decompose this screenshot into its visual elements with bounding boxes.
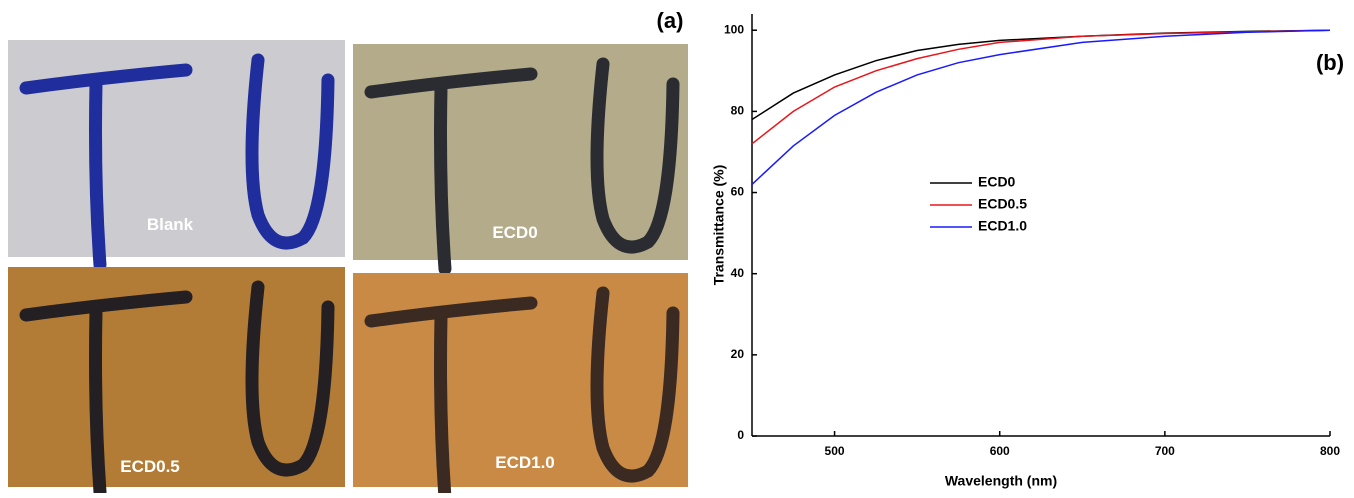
x-tick-label: 700 [1155,444,1175,458]
photo-caption: Blank [147,215,194,234]
y-tick-label: 40 [731,266,745,280]
y-tick-label: 100 [724,22,744,36]
plot: 0 20 40 60 80 100 500 600 700 800 Wavelength (nm) T… [711,14,1341,489]
series-line [752,30,1330,184]
series-line [752,30,1330,119]
legend-label: ECD0.5 [978,196,1027,212]
legend-label: ECD0 [978,174,1016,190]
y-tick-label: 80 [731,104,745,118]
x-tick-label: 800 [1320,444,1340,458]
photo-blank: Blank [8,40,345,265]
y-tick-label: 60 [731,185,745,199]
figure: Blank ECD0 ECD0.5 ECD1.0 (a) (b) 0 20 40 60… [0,0,1354,493]
page: {"photo_panel": {"label": "(a)", "captio… [0,0,1354,493]
photo-caption: ECD0 [492,223,537,242]
y-tick-label: 20 [731,347,745,361]
y-tick-label: 0 [737,428,744,442]
panel-label: (a) [657,8,684,33]
x-tick-label: 600 [990,444,1010,458]
legend-label: ECD1.0 [978,218,1027,234]
series-line [752,30,1330,144]
photo-ecd0: ECD0 [353,44,688,269]
y-axis-label: Transmittance (%) [711,165,727,286]
x-tick-label: 500 [825,444,845,458]
panel-label: (b) [1316,50,1344,75]
x-axis-label: Wavelength (nm) [945,473,1057,489]
photo-ecd10: ECD1.0 [353,273,688,493]
photo-ecd05: ECD0.5 [8,267,345,492]
photo-caption: ECD0.5 [120,457,180,476]
photo-caption: ECD1.0 [495,453,555,472]
